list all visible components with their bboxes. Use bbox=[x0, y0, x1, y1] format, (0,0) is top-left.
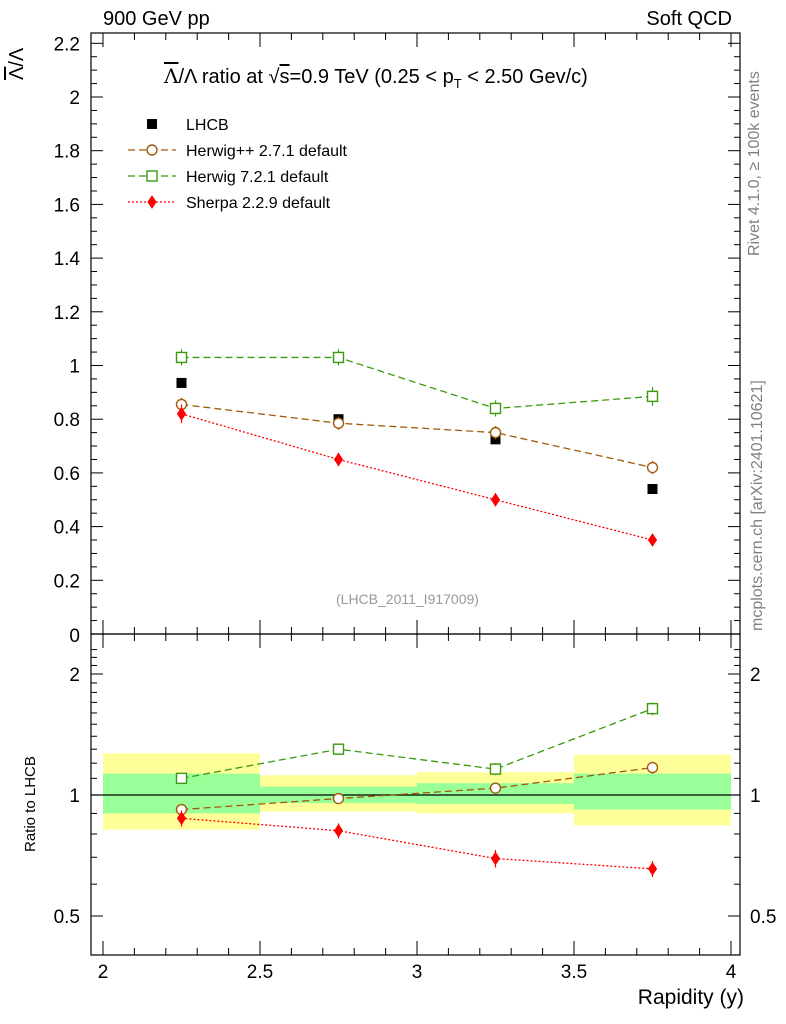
series-0-main-line bbox=[181, 403, 653, 469]
series-1-main-point bbox=[175, 351, 188, 364]
y-tick-label: 0.6 bbox=[54, 464, 80, 485]
title-subscript: T bbox=[453, 76, 462, 91]
series-2-main-point bbox=[647, 533, 658, 547]
ratio-y-tick-label-right: 1 bbox=[750, 786, 761, 807]
series-0-main-point bbox=[646, 461, 659, 474]
series-1-main-point bbox=[489, 402, 502, 415]
x-tick-label: 3 bbox=[412, 962, 423, 983]
title-bar-lambda: Λ bbox=[164, 64, 179, 88]
y-tick-label: 2 bbox=[69, 88, 80, 109]
y-tick-label: 1 bbox=[69, 357, 80, 378]
legend-marker-1 bbox=[146, 170, 158, 182]
y-tick-label: 0.2 bbox=[54, 571, 80, 592]
legend-label-1: Herwig 7.2.1 default bbox=[186, 169, 329, 186]
legend-lhcb-label: LHCB bbox=[186, 117, 229, 134]
series-0-ratio-line bbox=[181, 766, 653, 811]
ratio-y-tick-label-right: 2 bbox=[750, 665, 761, 686]
y-tick-label: 1.6 bbox=[54, 195, 80, 216]
y-axis-label-bar-lambda: Λ bbox=[6, 66, 28, 80]
y-tick-label: 1.4 bbox=[54, 249, 81, 270]
series-1-ratio-point bbox=[489, 763, 502, 775]
legend-label-0: Herwig++ 2.7.1 default bbox=[186, 143, 348, 160]
series-1-ratio-point bbox=[332, 743, 345, 755]
series-0-ratio-point bbox=[646, 761, 659, 774]
legend-marker-0 bbox=[146, 144, 158, 156]
legend-label-2: Sherpa 2.2.9 default bbox=[186, 195, 331, 212]
series-2-main-line bbox=[181, 413, 653, 541]
title-lead: /Λ ratio at bbox=[178, 66, 269, 88]
y-tick-label: 1.2 bbox=[54, 303, 80, 324]
x-axis-label: Rapidity (y) bbox=[637, 986, 744, 1009]
lhcb-data-point bbox=[647, 484, 658, 495]
series-2-ratio-line bbox=[181, 817, 653, 870]
series-2-ratio-point bbox=[647, 861, 658, 876]
legend-lhcb-marker bbox=[147, 119, 157, 129]
chart-title: Λ/Λ ratio at √s=0.9 TeV (0.25 < pT < 2.5… bbox=[164, 64, 588, 91]
y-tick-label-zero: 0 bbox=[69, 626, 80, 647]
y-axis-label: Λ/Λ bbox=[6, 48, 29, 80]
title-sqrt: √ bbox=[268, 66, 280, 88]
series-2-main-point bbox=[176, 406, 187, 421]
side-label-rivet: Rivet 4.1.0, ≥ 100k events bbox=[746, 71, 763, 256]
series-2-main-point bbox=[490, 492, 501, 507]
axis-ticks: 0.2 0.4 0.6 0.8 1 1.2 1.4 1.6 1.8 2 2.2 0 0.5 1 2 0.5 1 2… bbox=[54, 33, 776, 983]
series-1-ratio-line bbox=[181, 708, 653, 780]
y-axis-label-rest: /Λ bbox=[6, 47, 28, 67]
series-1-main-line bbox=[181, 356, 653, 410]
legend-marker-2 bbox=[147, 195, 157, 209]
lhcb-data-point bbox=[176, 377, 187, 388]
analysis-label: (LHCB_2011_I917009) bbox=[336, 591, 479, 607]
y-tick-label: 2.2 bbox=[54, 34, 80, 55]
series-0-ratio-point bbox=[489, 782, 502, 794]
series-2-ratio-point bbox=[490, 851, 501, 866]
series-2-ratio-point bbox=[176, 811, 187, 826]
y-tick-label: 0.8 bbox=[54, 410, 80, 431]
series-0-main-point bbox=[332, 417, 345, 429]
title-mid: =0.9 TeV (0.25 < p bbox=[289, 66, 454, 88]
series-1-ratio-point bbox=[646, 702, 659, 715]
header-left-label: 900 GeV pp bbox=[103, 8, 210, 30]
ratio-y-axis-label: Ratio to LHCB bbox=[22, 756, 39, 852]
legend: LHCB Herwig++ 2.7.1 default Herwig 7.2.1 d… bbox=[128, 117, 348, 212]
x-tick-label: 4 bbox=[726, 962, 737, 983]
series-0-main-point bbox=[489, 426, 502, 439]
series-layer bbox=[175, 349, 659, 878]
x-tick-label: 3.5 bbox=[561, 962, 587, 983]
series-2-ratio-point bbox=[333, 823, 344, 838]
side-label-mcplots: mcplots.cern.ch [arXiv:2401.10621] bbox=[749, 380, 766, 631]
y-tick-label: 0.4 bbox=[54, 518, 81, 539]
series-1-main-point bbox=[646, 390, 659, 403]
y-tick-label: 1.8 bbox=[54, 142, 80, 163]
ratio-y-tick-label-left: 2 bbox=[69, 665, 80, 686]
band-inner-3 bbox=[574, 773, 731, 810]
title-tail: < 2.50 Gev/c) bbox=[461, 66, 588, 88]
series-1-main-point bbox=[332, 351, 345, 364]
x-tick-label: 2 bbox=[98, 962, 109, 983]
x-tick-label: 2.5 bbox=[247, 962, 273, 983]
title-s: s bbox=[279, 66, 290, 88]
ratio-uncertainty-bands bbox=[91, 753, 740, 830]
ratio-y-tick-label-left: 0.5 bbox=[54, 907, 80, 928]
ratio-y-tick-label-left: 1 bbox=[69, 786, 80, 807]
series-1-ratio-point bbox=[175, 772, 188, 785]
series-0-ratio-point bbox=[332, 792, 345, 805]
series-2-main-point bbox=[333, 452, 344, 467]
ratio-y-tick-label-right: 0.5 bbox=[750, 907, 776, 928]
header-right-label: Soft QCD bbox=[646, 8, 732, 30]
